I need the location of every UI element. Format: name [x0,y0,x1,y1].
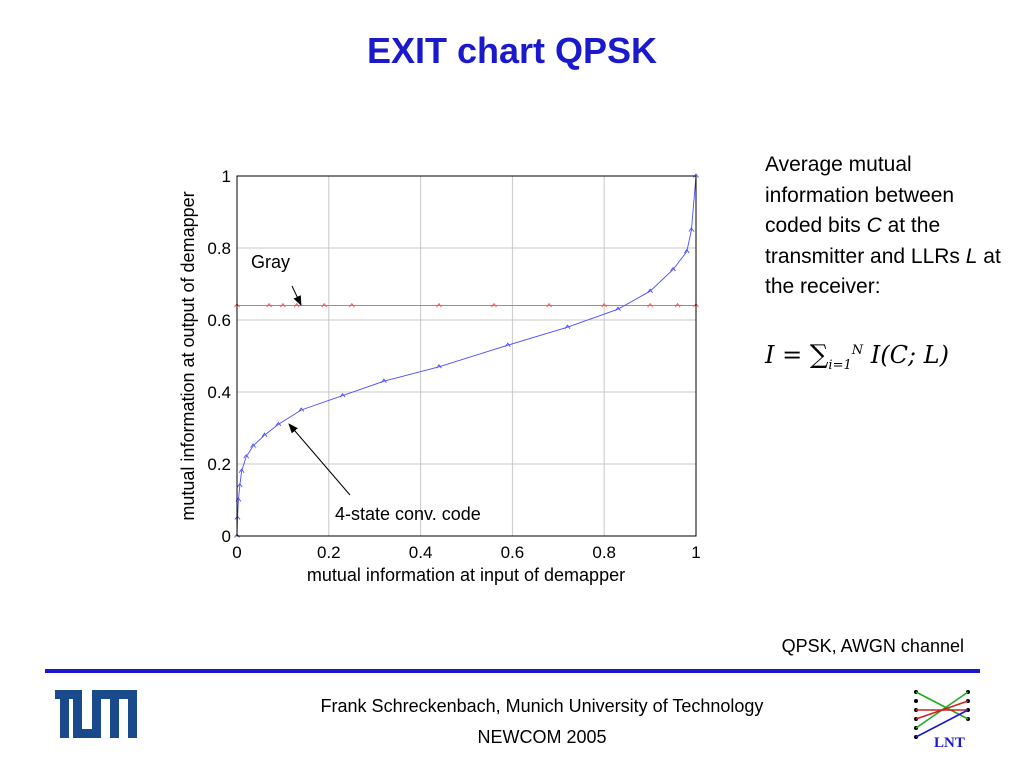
data-point-4-state-conv-code [298,407,305,412]
x-tick-label: 0.8 [592,543,616,562]
footer-event: NEWCOM 2005 [477,727,607,747]
formula-sum-upper: N [851,343,864,358]
data-point-4-state-conv-code [683,248,690,254]
data-point-4-state-conv-code [238,468,245,473]
data-point-4-state-conv-code [647,288,653,293]
y-tick-label: 0 [222,527,231,546]
data-point-4-state-conv-code [261,432,268,437]
x-tick-label: 0.6 [501,543,525,562]
data-point-gray [321,302,328,308]
formula-rhs: I(C; L) [863,341,949,369]
x-tick-label: 0.4 [409,543,433,562]
data-point-4-state-conv-code [564,324,571,329]
tum-logo [55,690,137,738]
y-tick-label: 0.2 [207,455,231,474]
description-part-1: Average mutual information between coded… [765,153,955,237]
data-point-gray [266,302,272,308]
data-point-4-state-conv-code [250,443,256,448]
formula-sum-symbol: ∑ [809,340,829,370]
data-point-4-state-conv-code [436,364,442,369]
slide-title: EXIT chart QPSK [366,30,658,71]
data-point-4-state-conv-code [504,342,511,347]
tick-labels: 0 0.2 0.4 0.6 0.8 1 0 0.2 0.4 0.6 0.8 1 [207,167,700,562]
data-point-gray [546,302,552,308]
footer-divider [45,669,980,673]
data-point-gray [348,302,355,308]
data-point-4-state-conv-code [243,454,250,459]
data-point-4-state-conv-code [670,266,676,272]
data-point-gray [647,302,653,308]
x-tick-label: 0.2 [317,543,341,562]
gray-annotation: Gray [251,252,290,272]
data-point-gray [491,302,497,308]
description-part-3: at the receiver: [765,244,1001,299]
exit-chart: 0 0.2 0.4 0.6 0.8 1 0 0.2 0.4 0.6 0.8 1 mutual info… [178,167,701,585]
x-axis-label: mutual information at input of demapper [307,565,625,585]
data-point-4-state-conv-code [275,421,282,427]
x-tick-label: 1 [691,543,700,562]
data-point-4-state-conv-code [339,392,346,398]
plot-area [237,176,696,536]
y-tick-label: 0.8 [207,239,231,258]
plot-frame [236,175,697,537]
series-line-4-state-conv-code [236,175,697,537]
formula-sum-lower: i=1 [828,357,852,373]
data-point-4-state-conv-code [688,227,695,232]
data-point-gray [436,302,442,308]
symbol-c: C [866,214,882,237]
description-part-2: at the transmitter and LLRs [765,214,966,268]
symbol-l: L [965,244,978,268]
channel-footnote: QPSK, AWGN channel [781,636,964,656]
formula-lhs: I = [765,341,810,369]
data-point-4-state-conv-code [381,378,387,383]
lnt-logo: LNT [914,690,970,751]
footer-author: Frank Schreckenbach, Munich University o… [320,696,764,716]
data-point-4-state-conv-code [236,482,243,488]
grid [237,176,696,536]
conv-code-arrow [288,423,351,496]
data-point-gray [674,302,681,308]
data-point-gray [280,302,286,308]
y-tick-label: 0.6 [207,311,231,330]
y-axis-label: mutual information at output of demapper [178,191,198,520]
mutual-information-formula: I = ∑i=1N I(C; L) [765,340,949,373]
description-text: Average mutual information between coded… [765,150,1005,303]
conv-code-annotation: 4-state conv. code [335,504,481,524]
y-tick-label: 1 [222,167,231,186]
x-tick-label: 0 [232,543,241,562]
lnt-logo-text: LNT [934,735,965,751]
gray-arrow [291,285,302,306]
y-tick-label: 0.4 [207,383,231,402]
data-point-4-state-conv-code [615,306,621,311]
data-point-gray [601,302,608,308]
